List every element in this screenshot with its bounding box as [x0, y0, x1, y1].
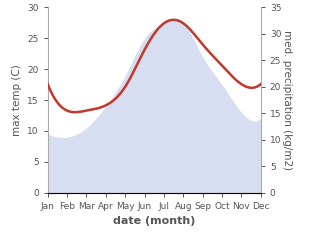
Y-axis label: med. precipitation (kg/m2): med. precipitation (kg/m2)	[282, 30, 292, 170]
X-axis label: date (month): date (month)	[113, 216, 196, 226]
Y-axis label: max temp (C): max temp (C)	[12, 64, 22, 136]
